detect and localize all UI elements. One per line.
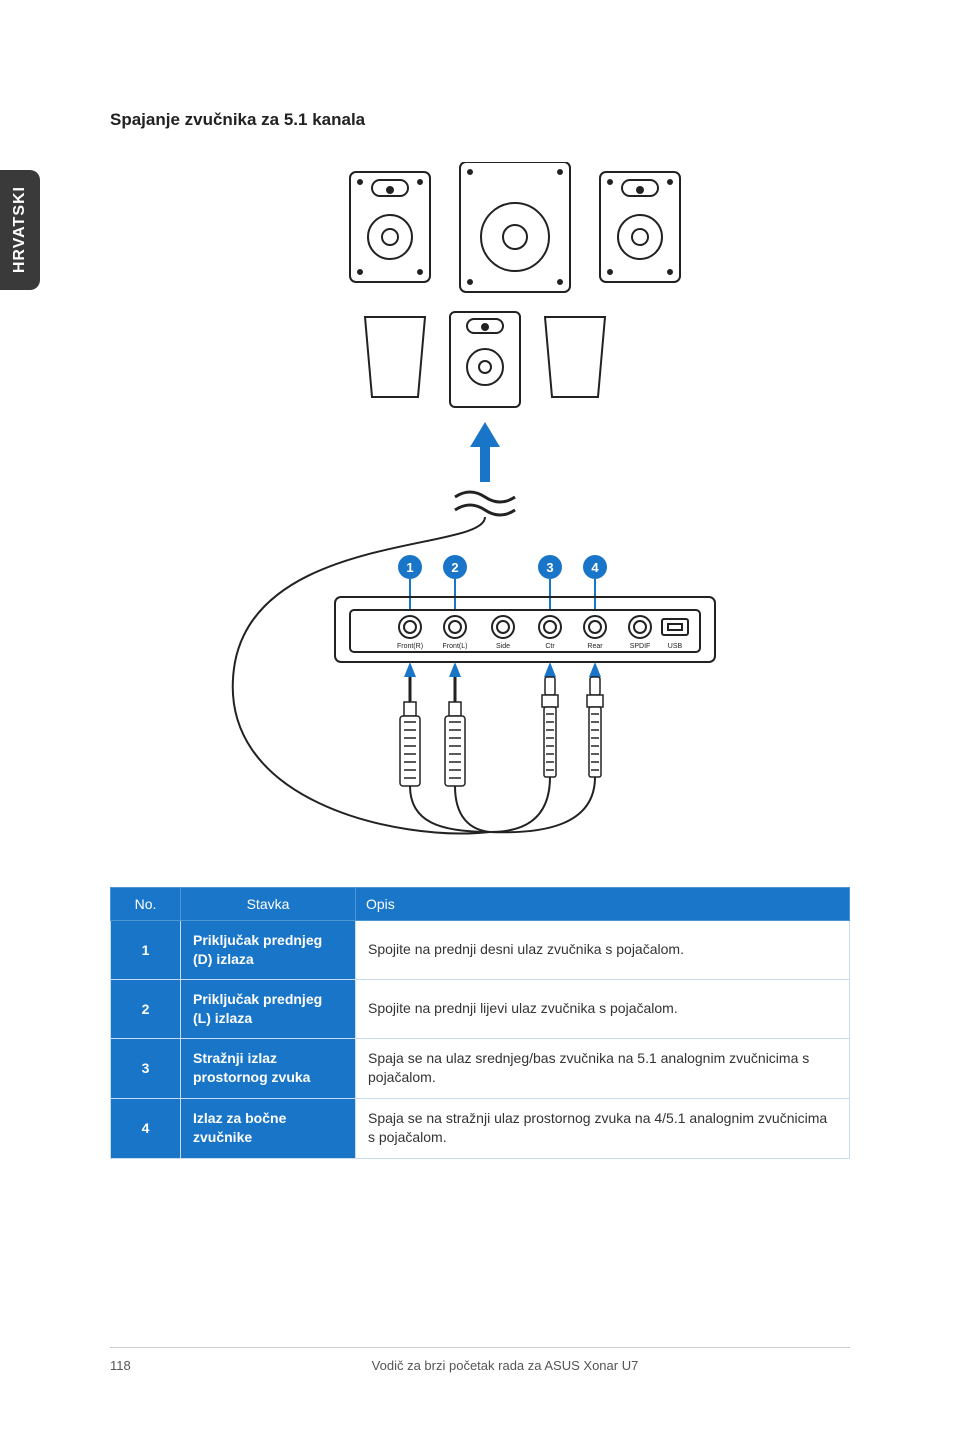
connection-diagram: 1 2 3 4 (110, 162, 850, 842)
row-item: Stražnji izlaz prostornog zvuka (181, 1038, 356, 1098)
callout-1: 1 (406, 560, 413, 575)
port-label-ctr: Ctr (545, 643, 555, 650)
header-opis: Opis (356, 888, 850, 921)
row-desc: Spaja se na stražnji ulaz prostornog zvu… (356, 1098, 850, 1158)
header-no: No. (111, 888, 181, 921)
row-desc: Spaja se na ulaz srednjeg/bas zvučnika n… (356, 1038, 850, 1098)
page-footer: 118 Vodič za brzi početak rada za ASUS X… (110, 1347, 850, 1373)
row-num: 3 (111, 1038, 181, 1098)
table-row: 2 Priključak prednjeg (L) izlaza Spojite… (111, 979, 850, 1038)
port-label-spdif: SPDIF (630, 643, 651, 650)
port-label-usb: USB (668, 643, 683, 650)
row-item: Priključak prednjeg (D) izlaza (181, 921, 356, 980)
port-label-side: Side (496, 643, 510, 650)
port-label-rear: Rear (587, 643, 603, 650)
footer-title: Vodič za brzi početak rada za ASUS Xonar… (160, 1358, 850, 1373)
row-item: Izlaz za bočne zvučnike (181, 1098, 356, 1158)
page-number: 118 (110, 1358, 160, 1373)
header-stavka: Stavka (181, 888, 356, 921)
diagram-svg: 1 2 3 4 (200, 162, 760, 842)
table-row: 3 Stražnji izlaz prostornog zvuka Spaja … (111, 1038, 850, 1098)
port-label-front-l: Front(L) (443, 643, 468, 650)
language-tab: HRVATSKI (0, 170, 40, 290)
row-num: 4 (111, 1098, 181, 1158)
table-row: 1 Priključak prednjeg (D) izlaza Spojite… (111, 921, 850, 980)
section-heading: Spajanje zvučnika za 5.1 kanala (110, 110, 850, 130)
table-header-row: No. Stavka Opis (111, 888, 850, 921)
callout-3: 3 (546, 560, 553, 575)
row-item: Priključak prednjeg (L) izlaza (181, 979, 356, 1038)
table-row: 4 Izlaz za bočne zvučnike Spaja se na st… (111, 1098, 850, 1158)
callout-2: 2 (451, 560, 458, 575)
page-content: Spajanje zvučnika za 5.1 kanala (110, 110, 850, 1159)
language-tab-label: HRVATSKI (11, 186, 29, 273)
callout-4: 4 (591, 560, 599, 575)
row-desc: Spojite na prednji desni ulaz zvučnika s… (356, 921, 850, 980)
connection-table: No. Stavka Opis 1 Priključak prednjeg (D… (110, 887, 850, 1159)
row-desc: Spojite na prednji lijevi ulaz zvučnika … (356, 979, 850, 1038)
row-num: 2 (111, 979, 181, 1038)
row-num: 1 (111, 921, 181, 980)
port-label-front-r: Front(R) (397, 643, 423, 650)
